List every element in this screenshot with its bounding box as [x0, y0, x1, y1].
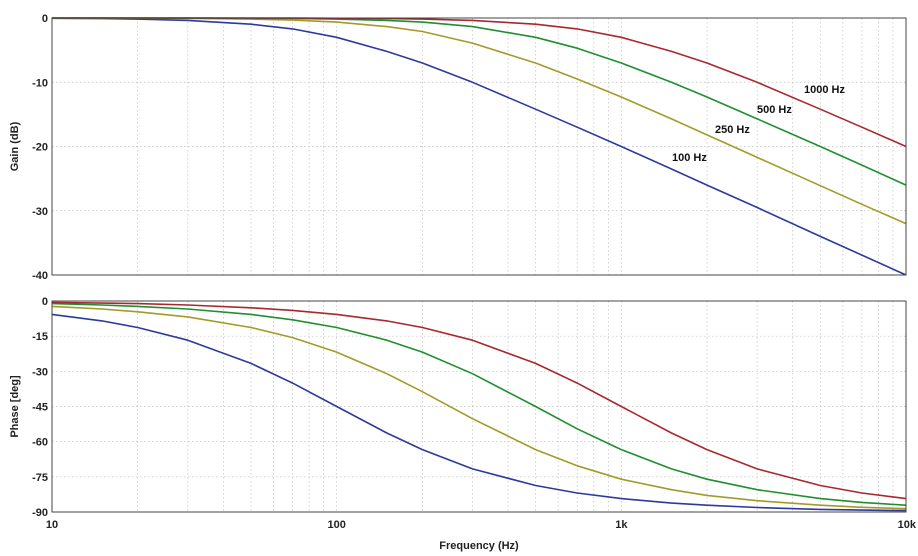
- phase-frame: [51, 300, 907, 513]
- gain-y-tick-label: -30: [32, 206, 48, 218]
- x-tick-label: 100: [327, 519, 345, 531]
- phase-y-tick-label: -15: [32, 331, 48, 343]
- curve-label: 100 Hz: [672, 152, 707, 164]
- gain-y-ticks: 0 -10 -20 -30 -40: [32, 13, 48, 282]
- gain-y-tick-label: -40: [32, 270, 48, 282]
- gain-frame: [51, 17, 907, 276]
- gain-panel: 0 -10 -20 -30 -40 Gain (dB) 100 Hz 250 Hz 500 …: [9, 13, 907, 282]
- curve-label: 250 Hz: [715, 124, 750, 136]
- phase-y-ticks: 0 -15 -30 -45 -60 -75 -90: [32, 296, 48, 519]
- gain-series-line: [51, 17, 907, 276]
- phase-series-line: [51, 302, 907, 506]
- gain-plot-area: [52, 18, 906, 275]
- phase-y-tick-label: 0: [42, 296, 48, 308]
- gain-curve-labels: 100 Hz 250 Hz 500 Hz 1000 Hz: [672, 84, 845, 164]
- gain-y-axis-label: Gain (dB): [9, 121, 21, 171]
- gain-y-tick-label: -20: [32, 142, 48, 154]
- x-tick-label: 1k: [615, 519, 628, 531]
- x-tick-label: 10k: [898, 519, 917, 531]
- phase-y-tick-label: -60: [32, 437, 48, 449]
- x-tick-label: 10: [46, 519, 58, 531]
- curve-label: 500 Hz: [757, 104, 792, 116]
- phase-series-line: [51, 305, 907, 510]
- phase-series-line: [51, 313, 907, 512]
- x-ticks: 10 100 1k 10k: [46, 519, 917, 531]
- phase-series-line: [51, 301, 907, 500]
- curve-label: 1000 Hz: [804, 84, 845, 96]
- phase-y-tick-label: -45: [32, 402, 48, 414]
- x-axis-label: Frequency (Hz): [439, 540, 519, 552]
- phase-y-tick-label: -90: [32, 507, 48, 519]
- gain-y-tick-label: 0: [42, 13, 48, 25]
- phase-y-tick-label: -30: [32, 366, 48, 378]
- phase-plot-area: [52, 301, 906, 512]
- phase-series: [51, 301, 907, 512]
- phase-y-axis-label: Phase [deg]: [9, 375, 21, 438]
- phase-y-tick-label: -75: [32, 472, 48, 484]
- gain-y-tick-label: -10: [32, 77, 48, 89]
- phase-panel: 0 -15 -30 -45 -60 -75 -90 10 100 1k 10k Phase [de…: [9, 296, 917, 552]
